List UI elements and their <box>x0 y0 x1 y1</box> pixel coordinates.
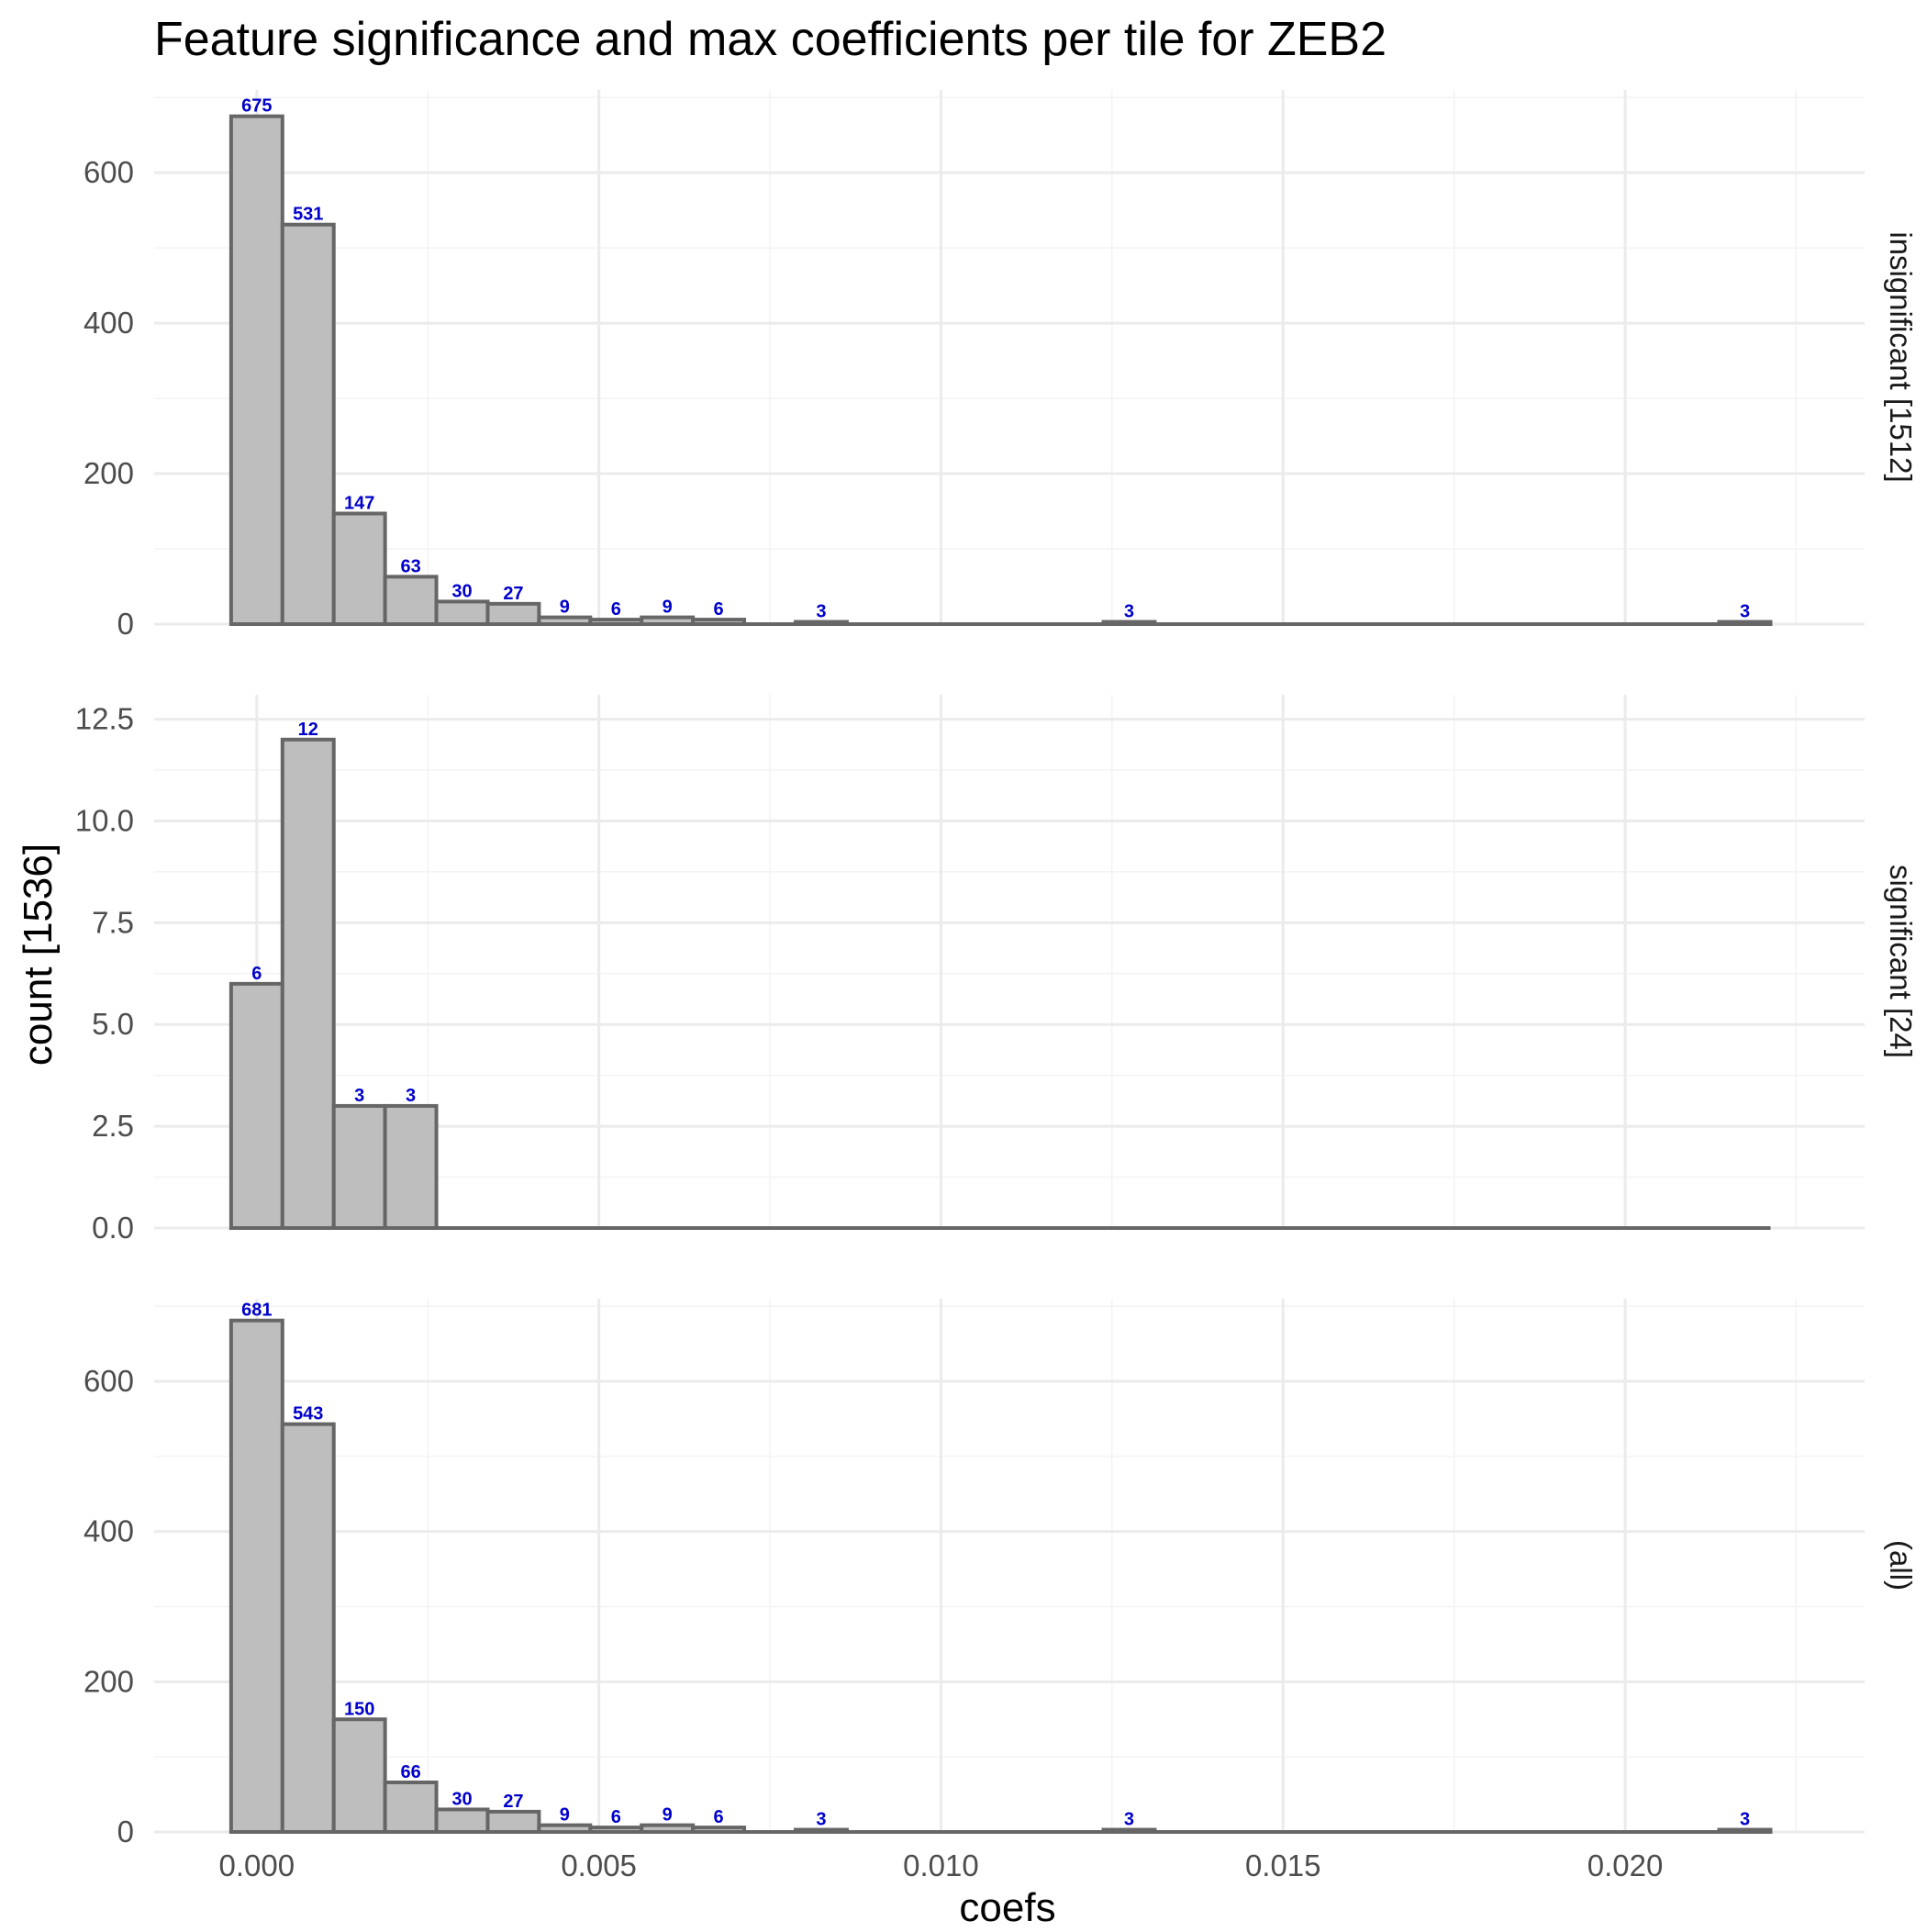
facet-strip-label: insignificant [1512] <box>1884 231 1918 482</box>
histogram-bar <box>640 1823 696 1835</box>
bar-value-label: 3 <box>1740 602 1750 622</box>
histogram-bar <box>794 1827 849 1834</box>
bar-value-label: 531 <box>293 205 323 225</box>
bar-value-label: 6 <box>611 599 621 620</box>
histogram-bar <box>537 615 593 627</box>
histogram-bar <box>1717 620 1773 626</box>
bar-value-label: 543 <box>293 1404 323 1424</box>
panel-3: 0 200 400 600 681 543 150 66 30 27 9 6 9 6 3 3 3 (all) <box>84 1299 1918 1848</box>
histogram-bar <box>280 1422 336 1834</box>
histogram-bar <box>280 222 336 626</box>
facet-strip-label: significant [24] <box>1884 865 1918 1058</box>
bar-value-label: 3 <box>1124 1810 1134 1830</box>
x-tick-label: 0.020 <box>1587 1848 1664 1882</box>
x-tick-label: 0.005 <box>561 1848 637 1882</box>
histogram-bar <box>434 599 490 626</box>
histogram-bar <box>383 575 439 626</box>
bar-value-label: 27 <box>503 584 523 604</box>
bar-value-label: 675 <box>241 96 272 117</box>
histogram-bar <box>331 1103 387 1230</box>
y-tick-label: 600 <box>84 155 134 189</box>
y-tick-label: 400 <box>84 306 134 340</box>
facet-strip-label: (all) <box>1884 1540 1918 1591</box>
histogram-bar <box>588 1826 644 1834</box>
histogram-bar <box>1101 620 1157 626</box>
bar-value-label: 681 <box>241 1301 272 1321</box>
bar-value-label: 3 <box>354 1086 364 1106</box>
bar-value-label: 6 <box>714 599 724 620</box>
histogram-bar <box>794 620 849 626</box>
y-tick-label: 400 <box>84 1514 134 1548</box>
chart-title: Feature significance and max coefficient… <box>154 13 1387 66</box>
y-tick-label: 200 <box>84 1664 134 1698</box>
x-tick-label: 0.015 <box>1245 1848 1321 1882</box>
y-tick-label: 0.0 <box>92 1211 134 1245</box>
histogram-bar <box>228 114 284 627</box>
histogram-bar <box>383 1103 439 1230</box>
histogram-bar <box>331 1717 387 1835</box>
histogram-bar <box>383 1780 439 1835</box>
bar-value-label: 3 <box>816 1810 826 1830</box>
histogram-bar <box>537 1823 593 1835</box>
y-tick-label: 200 <box>84 456 134 490</box>
bar-value-label: 9 <box>560 1805 570 1826</box>
bar-value-label: 66 <box>400 1762 420 1782</box>
histogram-bar <box>1101 1827 1157 1834</box>
bar-value-label: 6 <box>714 1807 724 1827</box>
y-tick-label: 12.5 <box>75 702 134 736</box>
bar-value-label: 6 <box>611 1807 621 1827</box>
y-tick-label: 600 <box>84 1364 134 1398</box>
y-tick-label: 5.0 <box>92 1007 134 1041</box>
histogram-bar <box>485 1809 541 1835</box>
histogram-bar <box>691 1826 747 1834</box>
bar-value-label: 9 <box>663 597 673 618</box>
y-tick-label: 10.0 <box>75 803 134 837</box>
bar-value-label: 12 <box>298 720 318 740</box>
panel-2: 0.0 2.5 5.0 7.5 10.0 12.5 6 12 3 3 significant [24… <box>75 695 1918 1245</box>
x-tick-label: 0.010 <box>903 1848 979 1882</box>
histogram-bar <box>331 511 387 626</box>
bar-value-label: 3 <box>406 1086 416 1106</box>
y-tick-label: 2.5 <box>92 1109 134 1143</box>
bar-value-label: 3 <box>816 602 826 622</box>
y-tick-label: 0 <box>117 1815 134 1848</box>
bar-value-label: 30 <box>451 1789 472 1809</box>
bar-value-label: 9 <box>560 597 570 618</box>
histogram-bar <box>434 1807 490 1834</box>
y-tick-label: 0 <box>117 607 134 641</box>
histogram-bar <box>1717 1827 1773 1834</box>
bar-value-label: 27 <box>503 1792 523 1812</box>
histogram-bar <box>280 737 336 1230</box>
histogram-bar <box>691 618 747 626</box>
histogram-bar <box>228 1318 284 1834</box>
x-axis: 0.000 0.005 0.010 0.015 0.020 <box>219 1848 1664 1882</box>
bar-value-label: 3 <box>1740 1810 1750 1830</box>
histogram-bar <box>640 615 696 627</box>
bar-value-label: 6 <box>251 964 262 984</box>
histogram-bar <box>228 981 284 1231</box>
bar-value-label: 150 <box>344 1699 374 1719</box>
bar-value-label: 3 <box>1124 602 1134 622</box>
y-axis-title: count [1536] <box>16 843 61 1066</box>
histogram-bar <box>588 618 644 626</box>
bar-value-label: 63 <box>400 556 420 576</box>
bar-value-label: 30 <box>451 581 472 601</box>
y-tick-label: 7.5 <box>92 905 134 939</box>
bar-value-label: 9 <box>663 1805 673 1826</box>
histogram-bar <box>485 601 541 627</box>
x-tick-label: 0.000 <box>219 1848 295 1882</box>
x-axis-title: coefs <box>959 1885 1055 1927</box>
bar-value-label: 147 <box>344 494 374 514</box>
